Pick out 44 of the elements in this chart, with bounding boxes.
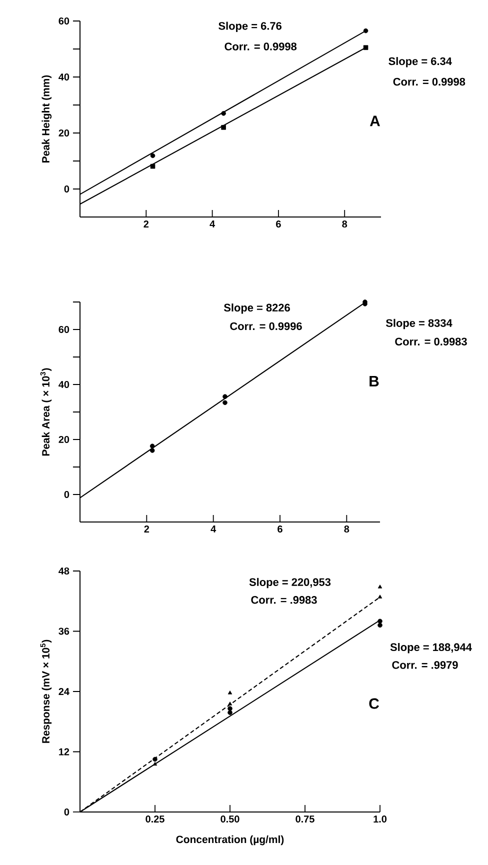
x-tick-label: 8 — [342, 220, 348, 228]
x-tick-label: 4 — [210, 526, 216, 532]
text: Corr. = 0.9998 — [393, 78, 466, 86]
annotation: Slope = 6.76 — [218, 22, 282, 32]
x-tick-label: 1.0 — [374, 816, 387, 823]
text: Slope = 6.34 — [388, 57, 452, 68]
y-tick-label: 48 — [58, 567, 70, 575]
annotation: Corr. = 0.9998 — [224, 42, 297, 50]
annotation: Slope = 8226 — [224, 303, 290, 314]
x-tick-label: 2 — [144, 526, 150, 532]
x-tick-label: 6 — [276, 220, 281, 228]
y-tick-label: 20 — [58, 129, 70, 137]
y-tick-label: 40 — [58, 380, 70, 388]
y-tick-label: 40 — [58, 73, 70, 81]
annotation: Slope = 220,953 — [249, 578, 331, 588]
x-tick-label: 0.50 — [220, 816, 240, 823]
text: Slope = 8334 — [386, 318, 452, 330]
annotation: Corr. = .9983 — [251, 596, 317, 604]
y-tick-label: 24 — [58, 688, 70, 695]
y-tick-label: 36 — [58, 628, 70, 635]
text: Slope = 188,944 — [390, 643, 472, 654]
y-tick-label: 20 — [58, 436, 70, 444]
x-tick-label: 4 — [210, 220, 216, 228]
annotation: B — [370, 376, 379, 386]
x-tick-label: 8 — [344, 526, 350, 533]
x-axis-title: Concentration (µg/ml) — [176, 835, 284, 846]
x-tick-label: 2 — [144, 220, 149, 228]
y-tick-label: 0 — [64, 490, 70, 498]
annotation: C — [369, 698, 379, 709]
y-axis-title: Response (mV × 10$^{5}$) — [40, 640, 52, 743]
y-axis-title: Peak Height (mm) — [42, 75, 52, 162]
y-tick-label: 12 — [59, 748, 70, 756]
text: Corr. = .9979 — [392, 661, 458, 669]
x-tick-label: 6 — [278, 526, 282, 533]
y-tick-label: 0 — [64, 185, 70, 193]
y-tick-label: 0 — [64, 808, 70, 816]
x-tick-label: 0.75 — [296, 816, 314, 823]
x-tick-label: 0.25 — [146, 816, 164, 823]
annotation: Corr. = 0.9996 — [230, 322, 302, 330]
y-tick-label: 60 — [58, 326, 70, 334]
annotation: A — [370, 116, 380, 126]
y-tick-label: 60 — [58, 17, 70, 25]
text: Corr. = 0.9983 — [395, 338, 467, 346]
y-axis-title: Peak Area ( × 10$^{3}$) — [40, 368, 52, 456]
